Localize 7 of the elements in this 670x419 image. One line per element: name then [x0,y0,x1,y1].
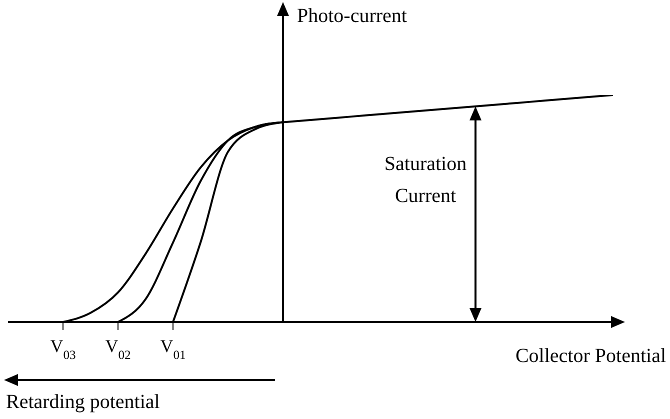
x-tick-label: V$_{03}$ [50,336,76,362]
y-axis-title: Photo-current [297,5,408,27]
x-tick-label: V$_{01}$ [160,336,186,362]
x-tick-label: V$_{02}$ [105,336,131,362]
text: Retarding potential [6,391,160,413]
x-axis-title: Collector Potential [515,345,666,367]
annotation: Saturation Current [384,153,467,207]
